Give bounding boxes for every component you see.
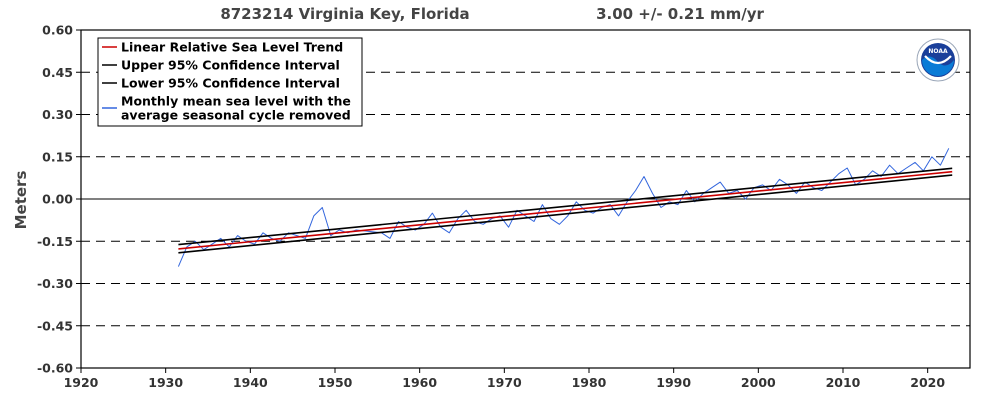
legend: Linear Relative Sea Level Trend Upper 95… [97, 37, 363, 127]
trend-rate: 3.00 +/- 0.21 mm/yr [596, 5, 764, 23]
y-tick-label: -0.60 [37, 361, 73, 376]
x-tick-label: 1940 [233, 375, 268, 390]
legend-box [97, 37, 363, 127]
logo-gull-icon [924, 55, 952, 65]
legend-label-lower: Lower 95% Confidence Interval [121, 76, 340, 91]
legend-label-upper: Upper 95% Confidence Interval [121, 58, 340, 73]
x-tick-label: 1920 [64, 375, 99, 390]
upper-ci-line [178, 167, 953, 246]
legend-label-monthly-1: Monthly mean sea level with the [121, 94, 351, 109]
y-tick-label: -0.30 [37, 276, 73, 291]
logo-text: NOAA [928, 48, 948, 55]
y-tick-label: 0.45 [42, 65, 73, 80]
noaa-logo: NOAA [916, 38, 960, 82]
legend-label-trend: Linear Relative Sea Level Trend [121, 40, 343, 55]
x-tick-label: 1990 [656, 375, 691, 390]
y-axis-ticks: 0.60 0.45 0.30 0.15 0.00 -0.15 -0.30 -0.45 -0.60 [37, 23, 81, 376]
lower-ci-line [178, 174, 953, 254]
x-tick-label: 2020 [910, 375, 945, 390]
series-layer [177, 148, 953, 267]
y-tick-label: 0.00 [42, 192, 73, 207]
y-tick-label: -0.45 [37, 318, 73, 333]
chart-title: 8723214 Virginia Key, Florida [220, 5, 469, 23]
x-tick-label: 1970 [487, 375, 522, 390]
x-tick-label: 2000 [741, 375, 776, 390]
y-tick-label: 0.60 [42, 23, 73, 38]
legend-label-monthly-2: average seasonal cycle removed [121, 108, 351, 123]
grid-lines [81, 71, 970, 327]
y-axis-label: Meters [12, 171, 30, 230]
y-tick-label: 0.30 [42, 107, 73, 122]
x-axis-ticks: 1920 1930 1940 1950 1960 1970 1980 1990 2000 2010… [64, 368, 945, 390]
y-tick-label: -0.15 [37, 234, 73, 249]
x-tick-label: 1980 [572, 375, 607, 390]
y-tick-label: 0.15 [42, 149, 73, 164]
x-tick-label: 2010 [826, 375, 861, 390]
x-tick-label: 1950 [318, 375, 353, 390]
x-tick-label: 1930 [148, 375, 183, 390]
x-tick-label: 1960 [402, 375, 437, 390]
trend-line [178, 170, 953, 250]
